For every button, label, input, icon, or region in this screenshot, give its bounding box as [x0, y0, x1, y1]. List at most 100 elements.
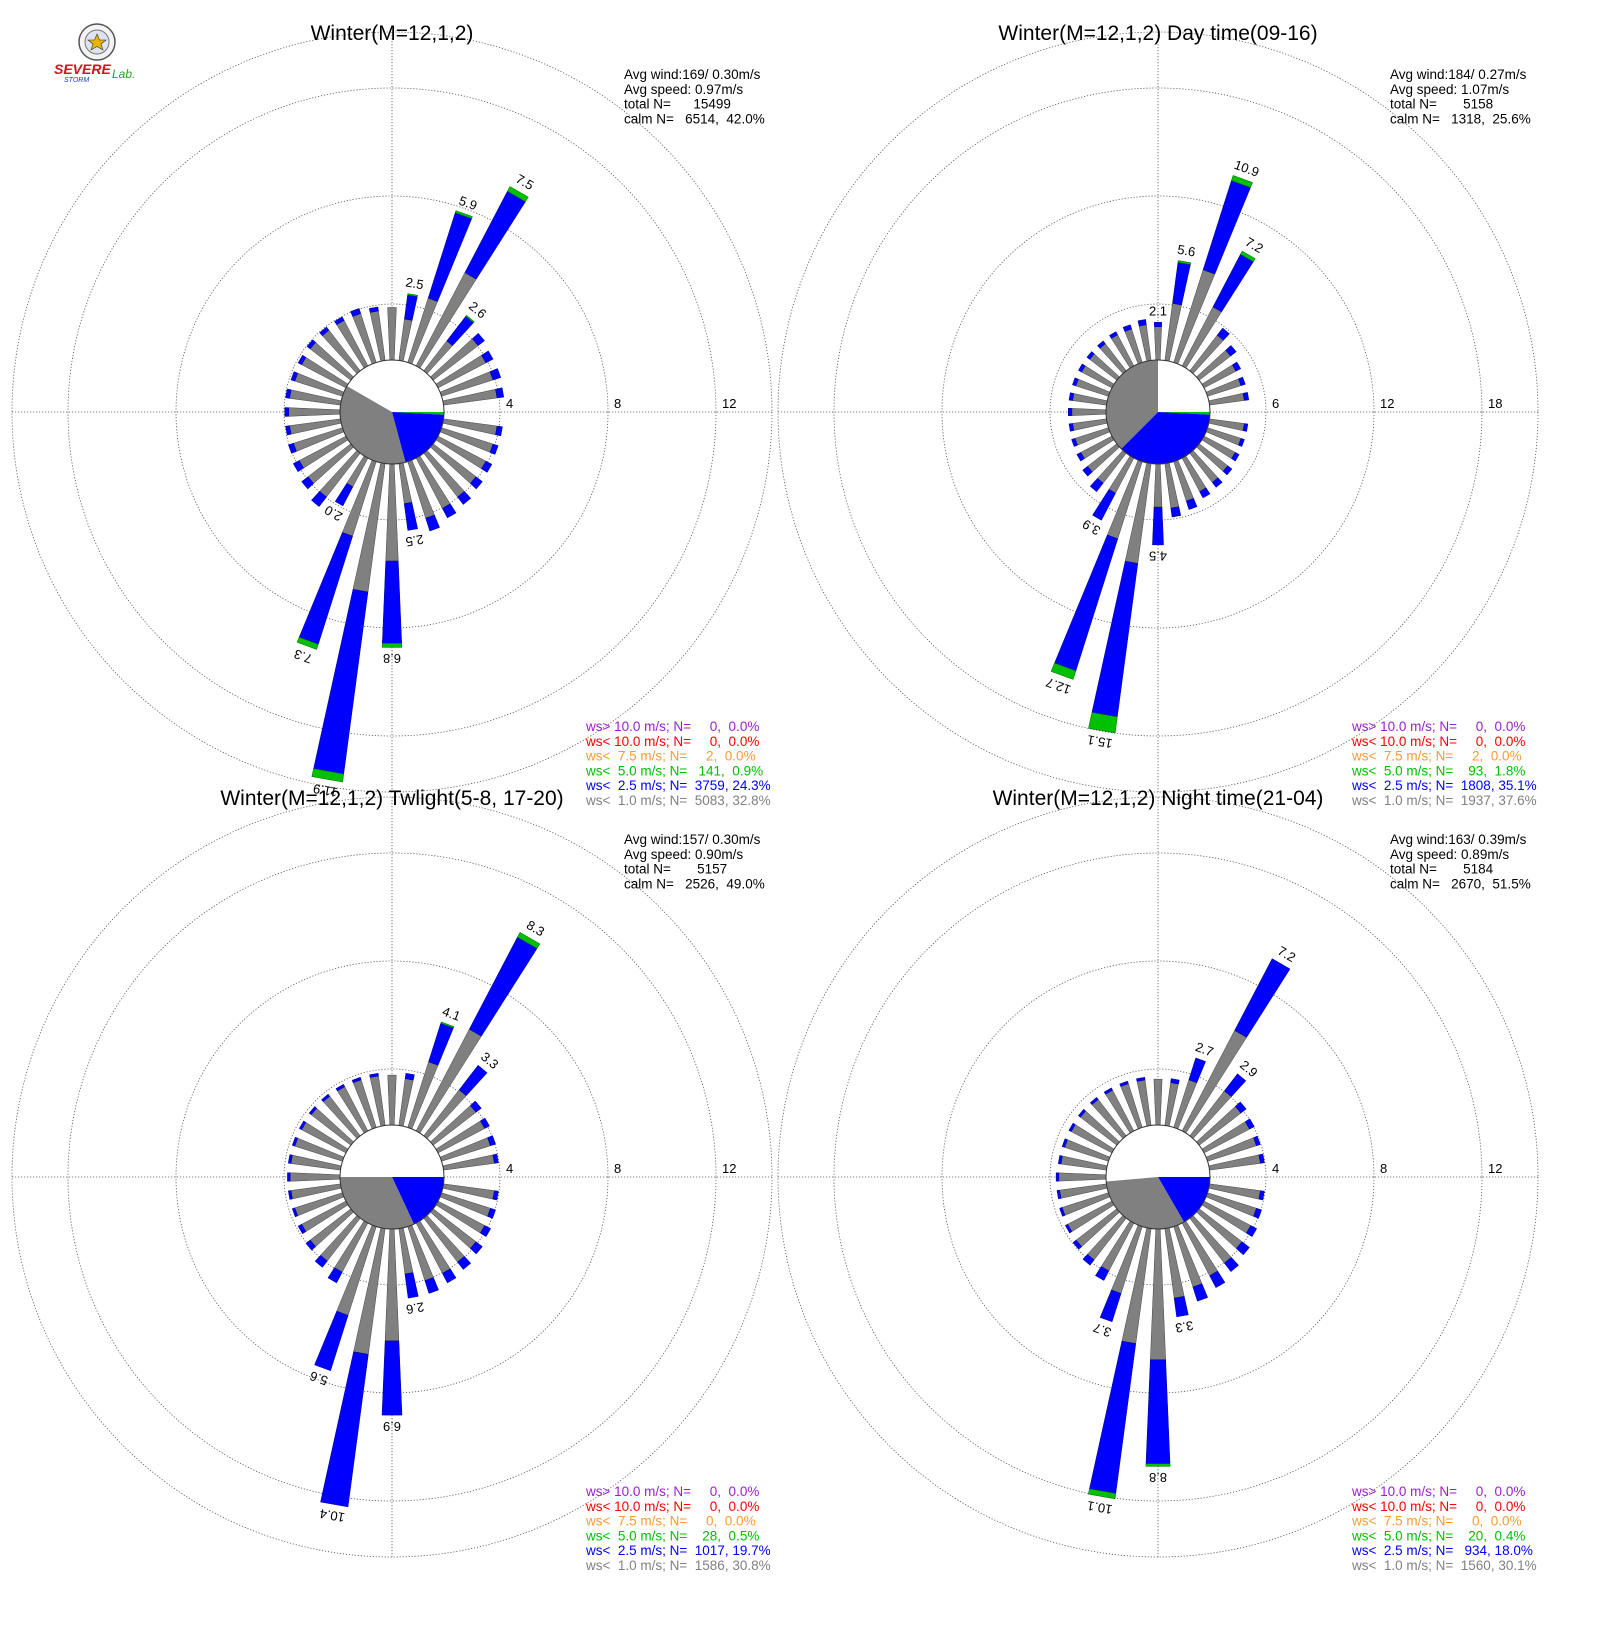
- bar-blue-segment: [1242, 392, 1250, 401]
- logo-star-icon: [87, 33, 107, 51]
- bar-blue-segment: [1170, 506, 1182, 518]
- bar-blue-segment: [1185, 498, 1198, 510]
- bar-blue-segment: [381, 1340, 403, 1416]
- legend-entry: ws< 1.0 m/s; N= 5083, 32.8%: [585, 793, 771, 808]
- bar-blue-segment: [350, 308, 362, 317]
- bar-blue-segment: [424, 1277, 439, 1294]
- bar-blue-segment: [1188, 1057, 1206, 1084]
- bar-gray-segment: [1208, 392, 1245, 406]
- bar-blue-segment: [314, 1310, 349, 1372]
- ring-tick-label: 6: [1272, 396, 1279, 411]
- panel-title: Winter(M=12,1,2) Day time(09-16): [998, 22, 1317, 45]
- bar-blue-segment: [1199, 487, 1211, 499]
- bar-green-segment: [1050, 662, 1077, 680]
- legend-entry: ws< 5.0 m/s; N= 93, 1.8%: [1351, 763, 1525, 778]
- bar-blue-segment: [1089, 477, 1104, 493]
- bar-blue-segment: [1122, 324, 1132, 332]
- grid-ring: [941, 195, 1375, 629]
- bar-blue-segment: [404, 1072, 415, 1081]
- bar-blue-segment: [492, 1153, 499, 1164]
- windrose-panel: 6 12 18 2.1 5.6 10.9 7.2 4.5 15.1 12.7 3.9 Winter(M…: [777, 22, 1539, 808]
- bar-green-segment: [1145, 1463, 1171, 1467]
- bar-gray-segment: [1150, 1228, 1166, 1361]
- bar-blue-segment: [1055, 1172, 1060, 1182]
- bar-blue-segment: [1235, 1241, 1250, 1256]
- grid-ring: [67, 852, 717, 1502]
- bar-blue-segment: [1211, 477, 1223, 488]
- bar-blue-segment: [1258, 1153, 1265, 1164]
- bar-blue-segment: [321, 1093, 331, 1103]
- bar-blue-segment: [1097, 340, 1106, 349]
- bar-blue-segment: [292, 460, 304, 473]
- bar-blue-segment: [1145, 1359, 1171, 1464]
- legend-entry: ws< 1.0 m/s; N= 1937, 37.6%: [1351, 793, 1537, 808]
- bar-total-label: 6.8: [383, 651, 401, 666]
- legend-entry: ws> 10.0 m/s; N= 0, 0.0%: [1351, 719, 1525, 734]
- bar-green-segment: [454, 210, 473, 219]
- bar-total-label: 10.9: [1232, 157, 1261, 180]
- pie-slice: [1106, 360, 1158, 449]
- panel-title: Winter(M=12,1,2) Night time(21-04): [993, 787, 1324, 810]
- legend-entry: ws< 2.5 m/s; N= 1017, 19.7%: [585, 1543, 771, 1558]
- bar-blue-segment: [291, 1207, 299, 1218]
- bar-blue-segment: [481, 460, 493, 473]
- bar-blue-segment: [297, 354, 307, 366]
- bar-blue-segment: [287, 1154, 293, 1164]
- bar-blue-segment: [428, 1022, 454, 1066]
- bar-blue-segment: [1137, 319, 1147, 327]
- stats-line: calm N= 2526, 49.0%: [624, 876, 765, 891]
- pie-slice: [340, 386, 406, 464]
- bar-blue-segment: [489, 368, 502, 381]
- legend-entry: ws< 5.0 m/s; N= 141, 0.9%: [585, 763, 763, 778]
- bar-blue-segment: [1225, 345, 1237, 357]
- ring-tick-label: 8: [614, 1161, 621, 1176]
- ring-tick-label: 12: [722, 1161, 736, 1176]
- bar-blue-segment: [1216, 327, 1230, 341]
- bar-blue-segment: [1223, 1256, 1239, 1273]
- pie-slice: [392, 412, 444, 415]
- bar-blue-segment: [1089, 1096, 1099, 1106]
- legend-entry: ws< 10.0 m/s; N= 0, 0.0%: [1351, 734, 1525, 749]
- bar-total-label: 15.1: [1086, 732, 1114, 751]
- bar-blue-segment: [480, 1225, 492, 1238]
- bar-total-label: 12.7: [1044, 675, 1073, 698]
- bar-total-label: 8.8: [1149, 1470, 1167, 1485]
- grid-ring: [283, 1068, 501, 1286]
- bar-total-label: 2.0: [322, 502, 345, 524]
- pie-outline: [339, 359, 445, 465]
- bar-blue-segment: [1153, 322, 1163, 328]
- stats-line: total N= 5184: [1390, 862, 1494, 877]
- bar-gray-segment: [387, 307, 397, 361]
- stats-line: Avg speed: 0.89m/s: [1390, 847, 1509, 862]
- bar-total-label: 6.9: [383, 1419, 401, 1434]
- bar-blue-segment: [334, 316, 345, 326]
- bar-gray-segment: [1153, 1078, 1163, 1126]
- bar-blue-segment: [425, 514, 440, 532]
- bar-blue-segment: [469, 1241, 483, 1255]
- bar-blue-segment: [1076, 452, 1085, 462]
- pie-slice: [1106, 1177, 1184, 1229]
- legend-entry: ws< 1.0 m/s; N= 1586, 30.8%: [585, 1558, 771, 1573]
- ring-tick-label: 18: [1488, 396, 1502, 411]
- bar-blue-segment: [469, 476, 483, 490]
- bar-gray-segment: [1138, 324, 1152, 362]
- ring-tick-label: 12: [1488, 1161, 1502, 1176]
- legend-entry: ws< 7.5 m/s; N= 2, 0.0%: [1351, 749, 1522, 764]
- logo-lab-text: Lab.: [112, 67, 135, 81]
- bar-blue-segment: [1234, 958, 1291, 1038]
- bar-total-label: 11.9: [312, 781, 339, 800]
- bar-blue-segment: [335, 1083, 346, 1092]
- windrose-panel: 4 8 122.77.22.93.38.810.13.7Winter(M=12,1,…: [777, 787, 1539, 1573]
- bar-green-segment: [517, 931, 541, 949]
- legend-entry: ws< 1.0 m/s; N= 1560, 30.1%: [1351, 1558, 1537, 1573]
- ring-tick-label: 4: [506, 1161, 513, 1176]
- bar-gray-segment: [288, 407, 341, 417]
- legend-entry: ws< 7.5 m/s; N= 0, 0.0%: [585, 1514, 756, 1529]
- bar-blue-segment: [287, 1190, 293, 1200]
- panel-title: Winter(M=12,1,2) Twlight(5-8, 17-20): [220, 787, 563, 810]
- bar-blue-segment: [480, 1117, 490, 1129]
- grid-ring: [833, 87, 1483, 737]
- legend-entry: ws< 7.5 m/s; N= 2, 0.0%: [585, 749, 756, 764]
- bar-blue-segment: [311, 490, 327, 508]
